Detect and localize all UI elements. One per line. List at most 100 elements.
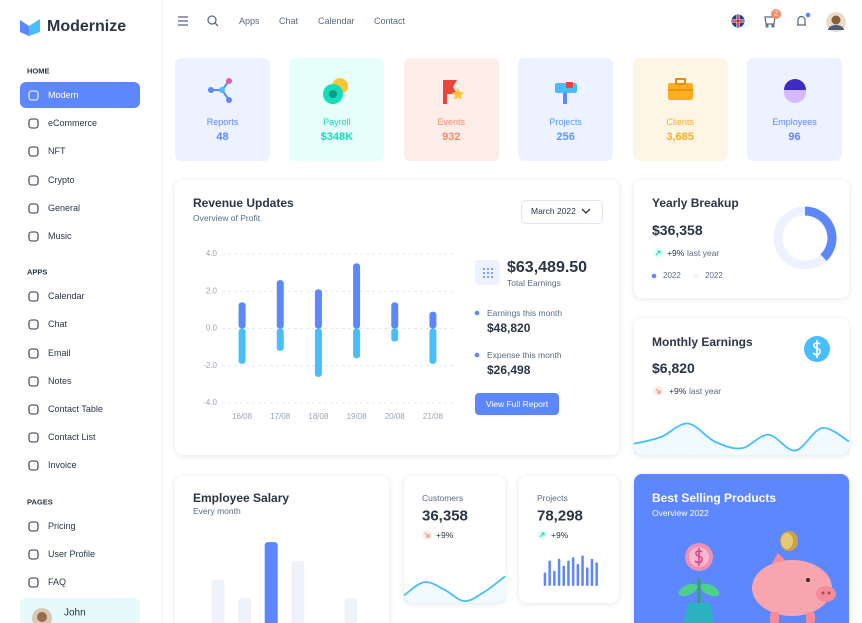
menu-item[interactable]: Contact List xyxy=(20,424,140,450)
card-title: Employee Salary xyxy=(193,491,290,505)
legend-label: 2022 xyxy=(705,271,723,280)
menu-icon xyxy=(28,577,39,588)
report-button-label: View Full Report xyxy=(485,399,549,409)
y-tick-label: 4.0 xyxy=(206,249,218,258)
nav-link[interactable]: Chat xyxy=(279,16,299,26)
period-select[interactable] xyxy=(521,200,603,224)
menu-toggle[interactable] xyxy=(178,16,188,26)
search-icon[interactable] xyxy=(207,15,219,27)
menu-icon xyxy=(28,118,39,129)
menu-icon xyxy=(28,175,39,186)
menu-item[interactable]: Modern xyxy=(20,82,140,108)
total-label: Total Earnings xyxy=(507,278,561,288)
menu-item[interactable]: Calendar xyxy=(20,283,140,309)
bar xyxy=(276,280,284,329)
bar xyxy=(429,311,437,329)
expense-label: Expense this month xyxy=(487,350,562,360)
card-subtitle: Overview of Profit xyxy=(193,213,261,223)
menu-item[interactable]: Chat xyxy=(20,311,140,337)
line xyxy=(633,422,850,452)
menu-item[interactable]: Contact Table xyxy=(20,396,140,422)
menu-icon xyxy=(28,460,39,471)
menu-item[interactable]: Notes xyxy=(20,368,140,394)
menu-item[interactable]: Crypto xyxy=(20,167,140,193)
icon-shape xyxy=(28,175,39,186)
stat-value: 3,685 xyxy=(666,131,694,143)
menu-label: Modern xyxy=(48,90,79,100)
change: +9% xyxy=(436,530,454,540)
x-tick-label: 18/08 xyxy=(308,412,329,421)
menu-item[interactable]: User Profile xyxy=(20,541,140,567)
bar xyxy=(590,558,594,586)
report-button[interactable] xyxy=(475,393,559,415)
menu-item[interactable]: General xyxy=(20,195,140,221)
menu-item[interactable]: Invoice xyxy=(20,452,140,478)
menu-label: General xyxy=(48,202,81,213)
icon-shape xyxy=(28,203,39,214)
stat-card: Clients 3,685 xyxy=(632,58,728,161)
change-label: last year xyxy=(689,386,722,396)
x-tick-label: 17/08 xyxy=(270,412,291,421)
icon-shape xyxy=(28,291,39,302)
menu-label: Email xyxy=(48,347,71,358)
card-value: $36,358 xyxy=(652,222,703,238)
bar xyxy=(238,302,246,329)
bell-icon[interactable] xyxy=(797,15,806,26)
section-title: PAGES xyxy=(27,497,53,507)
profile-avatar[interactable] xyxy=(826,12,846,32)
stat-value: $348K xyxy=(320,131,354,143)
donut-segment xyxy=(804,206,837,261)
stat-label: Clients xyxy=(666,117,694,127)
menu-label: NFT xyxy=(48,146,66,157)
icon-shape xyxy=(28,118,39,129)
bar xyxy=(548,560,551,586)
icon-shape xyxy=(28,376,39,387)
icon-shape xyxy=(28,146,39,157)
card-title: Monthly Earnings xyxy=(652,335,753,349)
change: +9% xyxy=(669,386,687,396)
menu-label: Contact Table xyxy=(48,404,103,414)
bar xyxy=(238,598,252,623)
bar xyxy=(238,328,246,364)
menu-label: User Profile xyxy=(48,548,96,559)
menu-item[interactable]: Music xyxy=(20,223,140,249)
x-tick-label: 20/08 xyxy=(385,412,406,421)
bar xyxy=(314,289,322,329)
menu-label: FAQ xyxy=(48,577,67,587)
stat-card: Reports 48 xyxy=(175,58,270,161)
bar xyxy=(353,328,361,359)
decorations xyxy=(422,208,836,623)
bar xyxy=(264,542,278,623)
bar xyxy=(595,562,598,586)
nav-link[interactable]: Calendar xyxy=(318,16,355,26)
cart-icon[interactable] xyxy=(764,16,776,28)
menu-item[interactable]: Pricing xyxy=(20,513,140,539)
bar xyxy=(557,558,561,586)
cart-badge xyxy=(771,9,781,19)
bar xyxy=(391,302,399,329)
menu-item[interactable]: FAQ xyxy=(20,569,140,595)
period-label: March 2022 xyxy=(531,206,576,216)
stat-label: Events xyxy=(437,117,466,127)
bar xyxy=(576,563,580,586)
bar xyxy=(291,560,305,623)
menu-label: eCommerce xyxy=(48,118,98,129)
nav-link[interactable]: Apps xyxy=(239,16,260,26)
menu-item[interactable]: Email xyxy=(20,340,140,366)
bar xyxy=(553,570,556,586)
menu-item[interactable]: NFT xyxy=(20,138,140,164)
y-tick-label: 0.0 xyxy=(206,324,218,333)
language-flag[interactable] xyxy=(731,14,745,28)
section-title: HOME xyxy=(27,66,50,76)
bar xyxy=(586,567,589,586)
menu-item[interactable]: eCommerce xyxy=(20,110,140,136)
bar xyxy=(353,263,361,329)
nav-link[interactable]: Contact xyxy=(374,16,406,26)
x-tick-label: 16/08 xyxy=(232,412,253,421)
change: +9% xyxy=(667,248,685,258)
menu-icon xyxy=(28,521,39,532)
card-title: Customers xyxy=(422,493,464,503)
logo-icon xyxy=(20,19,40,36)
icon-shape xyxy=(28,577,39,588)
